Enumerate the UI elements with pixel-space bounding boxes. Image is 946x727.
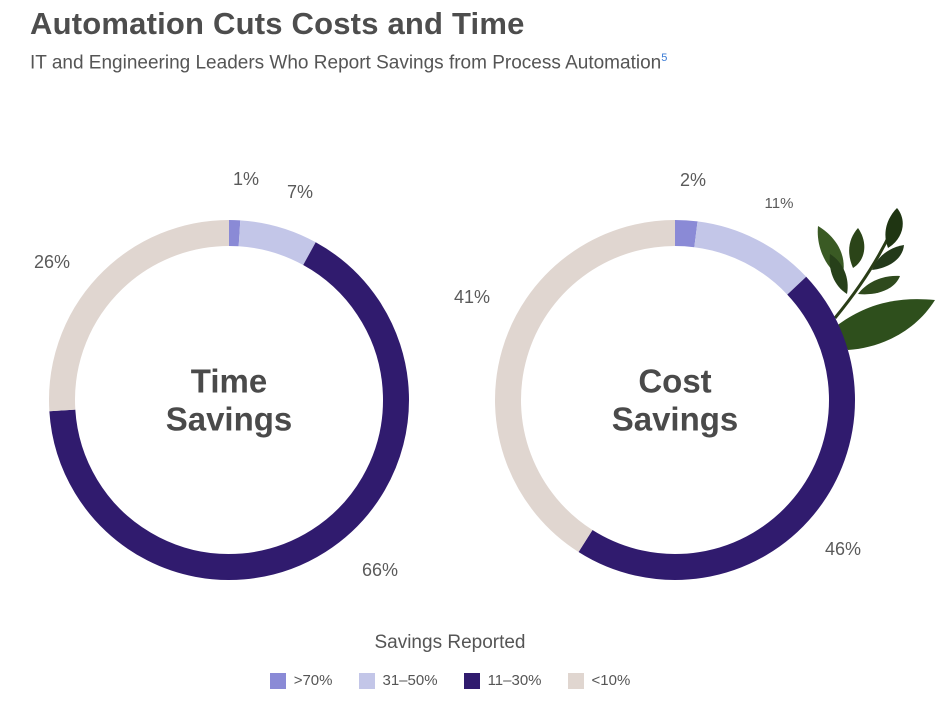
donut-slice [49, 242, 409, 580]
legend-title: Savings Reported [374, 632, 526, 653]
leaf-decoration [817, 208, 935, 350]
chart-title: Automation Cuts Costs and Time [30, 6, 525, 41]
slice-data-label: 7% [287, 182, 313, 202]
footnote-marker: 5 [661, 52, 668, 64]
slice-data-label: 1% [233, 169, 259, 189]
donut-center-label: Savings [612, 401, 739, 438]
slice-data-label: 11% [765, 195, 794, 212]
slice-data-label: 2% [680, 170, 706, 190]
donut-center-label: Savings [166, 401, 293, 438]
leaf [858, 275, 900, 295]
legend-item-under-10: <10% [567, 672, 631, 689]
leaf [835, 299, 935, 350]
legend-label: 11–30% [487, 672, 542, 689]
legend-item-over-70: >70% [269, 672, 333, 689]
legend-label: <10% [591, 672, 631, 689]
legend-label: 31–50% [382, 672, 438, 689]
donut-slice [694, 221, 807, 295]
slice-data-label: 26% [34, 252, 70, 272]
legend: >70% 31–50% 11–30% <10% [0, 672, 900, 689]
legend-swatch [269, 672, 286, 689]
donut-center-label: Time [191, 363, 267, 400]
slice-data-label: 66% [362, 560, 398, 580]
chart-subtitle-text: IT and Engineering Leaders Who Report Sa… [30, 52, 662, 74]
leaf [829, 254, 848, 294]
legend-item-11-30: 11–30% [463, 672, 542, 689]
donut-slice [49, 220, 230, 412]
donut-slice [674, 220, 698, 248]
leaf [885, 208, 903, 248]
legend-item-31-50: 31–50% [358, 672, 438, 689]
slice-data-label: 46% [825, 539, 861, 559]
donut-slice [495, 220, 676, 552]
legend-swatch [567, 672, 584, 689]
donut-slice [578, 276, 855, 580]
donut-slice [238, 220, 316, 266]
slice-data-label: 41% [454, 287, 490, 307]
leaf [849, 228, 865, 268]
donut-center-label: Cost [638, 363, 711, 400]
chart-subtitle: IT and Engineering Leaders Who Report Sa… [30, 52, 667, 74]
legend-label: >70% [293, 672, 333, 689]
leaf [872, 245, 904, 270]
legend-swatch [463, 672, 480, 689]
legend-swatch [358, 672, 375, 689]
